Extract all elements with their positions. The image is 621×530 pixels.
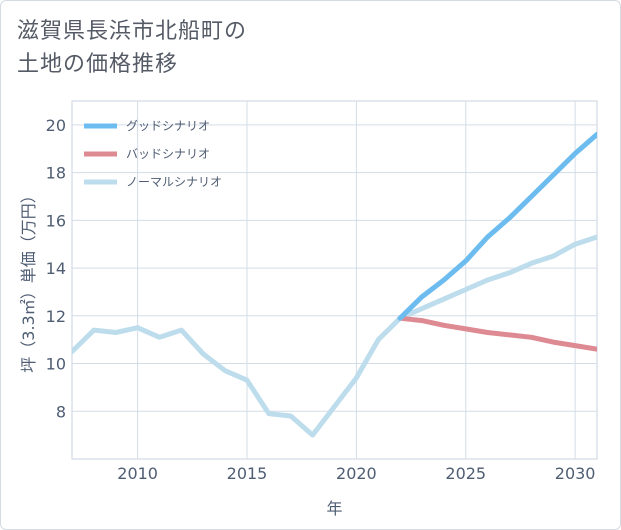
- legend-label: グッドシナリオ: [126, 119, 210, 133]
- legend-label: ノーマルシナリオ: [126, 175, 222, 189]
- y-tick-label: 14: [46, 259, 66, 278]
- series-line-good: [397, 131, 597, 321]
- y-tick-label: 12: [46, 307, 66, 326]
- y-tick-label: 10: [46, 355, 66, 374]
- y-axis-title: 坪（3.3㎡）単価（万円）: [19, 187, 38, 372]
- x-tick-label: 2030: [555, 464, 596, 483]
- y-tick-label: 16: [46, 211, 66, 230]
- series-line-bad: [397, 315, 597, 352]
- x-tick-label: 2010: [117, 464, 158, 483]
- x-axis-title: 年: [326, 499, 342, 518]
- chart-title: 滋賀県長浜市北船町の 土地の価格推移: [17, 15, 247, 81]
- x-tick-label: 2020: [336, 464, 377, 483]
- y-tick-label: 8: [56, 402, 66, 421]
- x-tick-label: 2015: [227, 464, 268, 483]
- chart-title-line1: 滋賀県長浜市北船町の: [17, 19, 248, 44]
- chart-title-line2: 土地の価格推移: [17, 52, 179, 77]
- y-tick-label: 20: [46, 116, 66, 135]
- series-line-normal: [72, 234, 597, 438]
- x-tick-label: 2025: [445, 464, 486, 483]
- plot-area: [71, 100, 598, 460]
- y-tick-label: 18: [46, 164, 66, 183]
- legend-label: バッドシナリオ: [126, 147, 210, 161]
